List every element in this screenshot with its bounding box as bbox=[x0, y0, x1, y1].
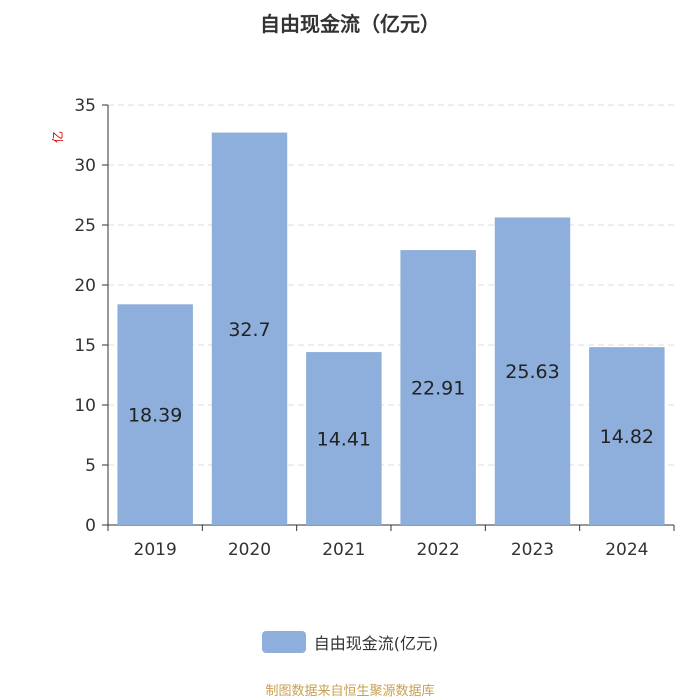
x-tick-label: 2019 bbox=[134, 540, 177, 560]
bar bbox=[589, 347, 665, 525]
bar-chart: 0 5 10 15 20 25 30 35 亿 18.39 2019 32.7 2020 14.41 202… bbox=[50, 96, 675, 560]
y-tick-label: 30 bbox=[74, 156, 96, 176]
legend-swatch bbox=[261, 631, 306, 653]
x-tick-label: 2021 bbox=[322, 540, 365, 560]
bar-value-label: 25.63 bbox=[505, 361, 559, 383]
bar-value-label: 22.91 bbox=[411, 378, 465, 400]
y-tick-label: 10 bbox=[74, 396, 96, 416]
y-tick-label: 0 bbox=[85, 516, 96, 536]
legend[interactable]: 自由现金流(亿元) bbox=[0, 630, 700, 654]
bar bbox=[306, 352, 382, 525]
y-tick-label: 20 bbox=[74, 276, 96, 296]
y-tick-label: 5 bbox=[85, 456, 96, 476]
bar bbox=[400, 250, 476, 525]
bar-value-label: 14.82 bbox=[600, 426, 654, 448]
y-axis-label: 亿 bbox=[50, 131, 65, 143]
source-note: 制图数据来自恒生聚源数据库 bbox=[265, 684, 435, 699]
bar-value-label: 18.39 bbox=[128, 405, 182, 427]
bar bbox=[211, 132, 288, 525]
x-tick-label: 2020 bbox=[228, 540, 271, 560]
y-tick-label: 25 bbox=[74, 216, 96, 236]
x-tick-label: 2022 bbox=[417, 540, 460, 560]
bar bbox=[494, 217, 571, 525]
chart-title: 自由现金流（亿元） bbox=[260, 12, 440, 36]
bar-value-label: 32.7 bbox=[228, 319, 270, 341]
y-tick-label: 35 bbox=[74, 96, 96, 116]
x-tick-label: 2024 bbox=[605, 540, 648, 560]
bar-value-label: 14.41 bbox=[317, 429, 371, 451]
bar bbox=[117, 304, 193, 525]
y-tick-label: 15 bbox=[74, 336, 96, 356]
legend-label: 自由现金流(亿元) bbox=[313, 634, 439, 653]
x-tick-label: 2023 bbox=[511, 540, 554, 560]
